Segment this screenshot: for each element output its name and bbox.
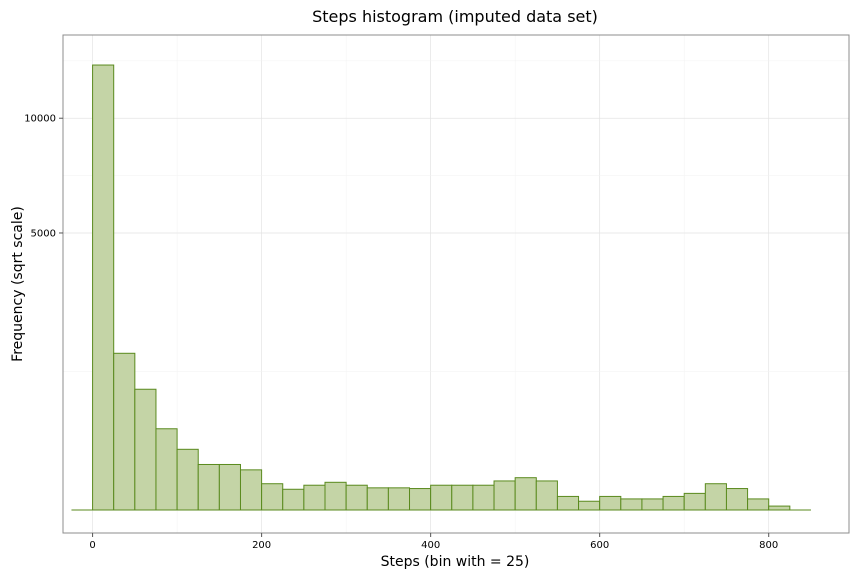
histogram-bar	[409, 488, 432, 511]
histogram-bar	[155, 428, 178, 511]
x-tick-label: 200	[252, 540, 271, 551]
chart-title: Steps histogram (imputed data set)	[312, 7, 598, 26]
histogram-bar	[282, 488, 305, 511]
histogram-bar	[662, 495, 685, 511]
histogram-bar	[535, 480, 558, 511]
histogram-bar	[683, 492, 706, 511]
y-axis-title: Frequency (sqrt scale)	[10, 206, 26, 362]
histogram-bar	[472, 484, 495, 511]
histogram-bar	[725, 488, 749, 511]
histogram-bar	[620, 498, 643, 511]
histogram-bar	[366, 487, 389, 511]
x-tick-label: 0	[89, 540, 95, 551]
x-axis-ticks: 0 200 400 600 800	[89, 533, 778, 551]
x-tick-label: 600	[590, 540, 609, 551]
y-axis-ticks: 5000 10000	[24, 114, 63, 239]
y-tick-label: 5000	[31, 228, 56, 239]
histogram-bar	[113, 352, 136, 511]
histogram-bar	[704, 483, 727, 511]
histogram-bar	[387, 487, 411, 511]
histogram-bar	[324, 481, 347, 511]
histogram-bar	[197, 463, 220, 511]
histogram-bar	[556, 495, 580, 511]
histogram-bar	[768, 505, 791, 511]
histogram-bar	[134, 388, 157, 511]
histogram-bar	[514, 477, 537, 511]
histogram-bar	[430, 484, 453, 511]
histogram-bar	[641, 498, 664, 511]
histogram-bars	[71, 64, 811, 511]
histogram-bar	[176, 448, 199, 511]
x-tick-label: 800	[759, 540, 778, 551]
plot-panel-border	[62, 34, 850, 534]
histogram-bar	[218, 463, 241, 511]
histogram-bar	[747, 498, 770, 511]
histogram-bar	[261, 483, 284, 511]
histogram-bar	[345, 484, 368, 511]
x-axis-title: Steps (bin with = 25)	[381, 554, 530, 570]
histogram-bar	[92, 64, 115, 511]
histogram-bar	[599, 495, 622, 511]
histogram-bar	[303, 484, 326, 511]
x-tick-label: 400	[421, 540, 440, 551]
histogram-bar	[493, 480, 516, 511]
histogram-bar	[451, 484, 474, 511]
y-tick-label: 10000	[24, 114, 56, 125]
histogram-bar	[239, 469, 263, 511]
histogram-bar	[578, 500, 601, 511]
